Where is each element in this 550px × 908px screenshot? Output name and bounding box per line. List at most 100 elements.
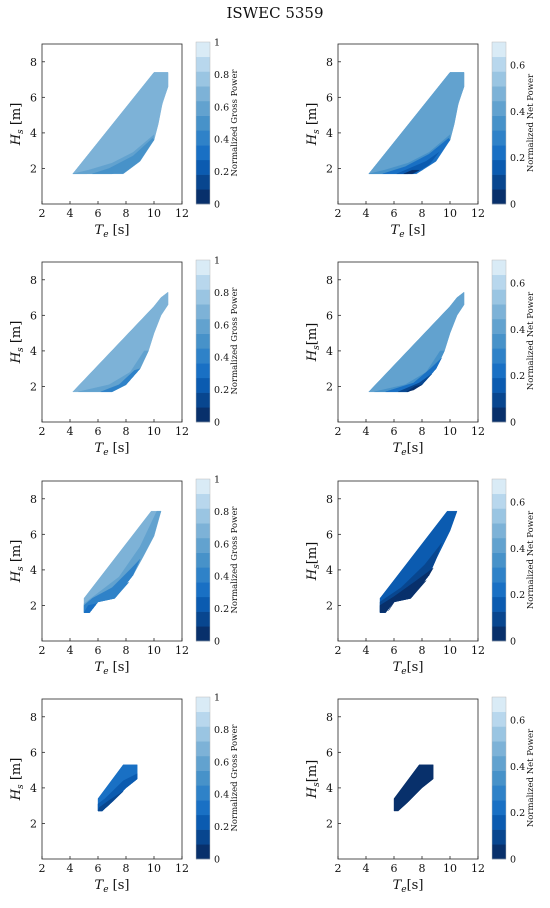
colorbar-frame bbox=[195, 259, 211, 423]
colorbar-tick-label: 0.4 bbox=[214, 572, 229, 583]
y-tick-label: 8 bbox=[326, 493, 333, 506]
colorbar-segment bbox=[196, 348, 210, 364]
contour-band bbox=[92, 137, 155, 175]
colorbar-segment bbox=[196, 174, 210, 190]
axes-frame bbox=[337, 261, 479, 423]
colorbar-tick-label: 1 bbox=[214, 38, 220, 49]
colorbar-segment bbox=[492, 582, 506, 598]
colorbar-segment bbox=[492, 363, 506, 379]
colorbar-segment bbox=[492, 56, 506, 72]
contour-band bbox=[100, 368, 141, 393]
x-tick-label: 12 bbox=[175, 862, 189, 875]
colorbar-tick-label: 0.4 bbox=[214, 353, 229, 364]
x-tick-label: 10 bbox=[147, 644, 161, 657]
colorbar-segment bbox=[492, 348, 506, 364]
x-axis-label: Te [s] bbox=[95, 223, 130, 240]
contour-band bbox=[368, 291, 465, 393]
y-tick-label: 2 bbox=[30, 162, 37, 175]
colorbar-segment bbox=[196, 363, 210, 379]
colorbar-frame bbox=[491, 696, 507, 860]
colorbar-frame bbox=[491, 478, 507, 642]
colorbar-segment bbox=[196, 755, 210, 771]
colorbar-tick-label: 0.4 bbox=[214, 790, 229, 801]
colorbar-segment bbox=[492, 829, 506, 845]
contour-band bbox=[72, 291, 169, 393]
y-tick-label: 8 bbox=[30, 56, 37, 69]
x-tick-label: 10 bbox=[443, 425, 457, 438]
y-tick-label: 4 bbox=[326, 127, 333, 140]
contour-band bbox=[368, 72, 465, 175]
colorbar-segment bbox=[196, 115, 210, 131]
colorbar-segment bbox=[196, 800, 210, 816]
colorbar-tick-label: 1 bbox=[214, 256, 220, 267]
x-tick-label: 8 bbox=[419, 644, 426, 657]
colorbar-segment bbox=[492, 770, 506, 786]
colorbar-frame bbox=[195, 478, 211, 642]
x-axis-label: Te[s] bbox=[393, 441, 424, 458]
colorbar-tick-label: 0.4 bbox=[510, 325, 525, 336]
y-tick-label: 8 bbox=[30, 493, 37, 506]
y-axis-label: Hs [m] bbox=[305, 103, 322, 147]
colorbar-tick-label: 0.6 bbox=[510, 498, 525, 509]
colorbar-frame bbox=[195, 41, 211, 205]
colorbar-tick-label: 0.2 bbox=[214, 822, 229, 833]
colorbar-segment bbox=[196, 552, 210, 568]
colorbar-segment bbox=[196, 741, 210, 757]
colorbar-segment bbox=[196, 274, 210, 290]
colorbar-segment bbox=[196, 159, 210, 175]
colorbar-segment bbox=[196, 844, 210, 860]
colorbar-segment bbox=[196, 304, 210, 320]
colorbar-segment bbox=[196, 392, 210, 408]
chart-svg-row4-right: 2 4 6 8 10 12 2 4 6 8 Te[s] Hs[m] 0 0.2 0.4 0.6Normaliz… bbox=[305, 696, 536, 895]
colorbar-segment bbox=[492, 42, 506, 58]
x-tick-label: 2 bbox=[39, 425, 46, 438]
x-tick-label: 2 bbox=[335, 644, 342, 657]
colorbar-segment bbox=[492, 145, 506, 161]
colorbar-segment bbox=[492, 377, 506, 393]
x-tick-label: 12 bbox=[175, 644, 189, 657]
y-tick-label: 6 bbox=[30, 746, 37, 759]
y-tick-label: 4 bbox=[326, 564, 333, 577]
colorbar-tick-label: 0.2 bbox=[214, 604, 229, 615]
y-tick-label: 8 bbox=[30, 711, 37, 724]
colorbar-segment bbox=[196, 318, 210, 334]
colorbar-frame bbox=[491, 41, 507, 205]
colorbar-tick-label: 0.2 bbox=[510, 590, 525, 601]
colorbar-segment bbox=[196, 407, 210, 423]
colorbar-segment bbox=[492, 304, 506, 320]
y-tick-label: 2 bbox=[30, 380, 37, 393]
colorbar-segment bbox=[492, 697, 506, 713]
colorbar-label: Normalized Net Power bbox=[526, 73, 536, 172]
y-tick-label: 6 bbox=[326, 746, 333, 759]
x-tick-label: 2 bbox=[335, 425, 342, 438]
colorbar-label: Normalized Gross Power bbox=[230, 506, 240, 614]
axes-frame bbox=[337, 43, 479, 205]
colorbar-segment bbox=[492, 800, 506, 816]
y-tick-label: 8 bbox=[30, 274, 37, 287]
colorbar-segment bbox=[492, 814, 506, 830]
colorbar-tick-label: 1 bbox=[214, 693, 220, 704]
colorbar-segment bbox=[492, 392, 506, 408]
contour-band bbox=[72, 72, 169, 175]
colorbar-tick-label: 0 bbox=[214, 418, 220, 429]
y-tick-label: 4 bbox=[326, 345, 333, 358]
x-tick-label: 6 bbox=[391, 862, 398, 875]
x-tick-label: 4 bbox=[363, 207, 370, 220]
colorbar-segment bbox=[196, 479, 210, 495]
colorbar-segment bbox=[196, 523, 210, 539]
x-tick-label: 8 bbox=[419, 207, 426, 220]
x-axis-label: Te[s] bbox=[393, 878, 424, 895]
colorbar-tick-label: 0 bbox=[510, 637, 516, 648]
colorbar-segment bbox=[196, 86, 210, 102]
colorbar-segment bbox=[196, 189, 210, 205]
y-axis-label: Hs [m] bbox=[9, 321, 26, 365]
colorbar-tick-label: 0 bbox=[214, 855, 220, 866]
colorbar-segment bbox=[196, 582, 210, 598]
x-tick-label: 10 bbox=[443, 644, 457, 657]
x-tick-label: 4 bbox=[363, 425, 370, 438]
x-tick-label: 6 bbox=[95, 862, 102, 875]
x-tick-label: 8 bbox=[123, 644, 130, 657]
x-axis-label: Te [s] bbox=[391, 223, 426, 240]
chart-svg-row3-right: 2 4 6 8 10 12 2 4 6 8 Te[s] Hs[m] 0 0.2 0.4 0.6Normaliz… bbox=[305, 478, 536, 677]
